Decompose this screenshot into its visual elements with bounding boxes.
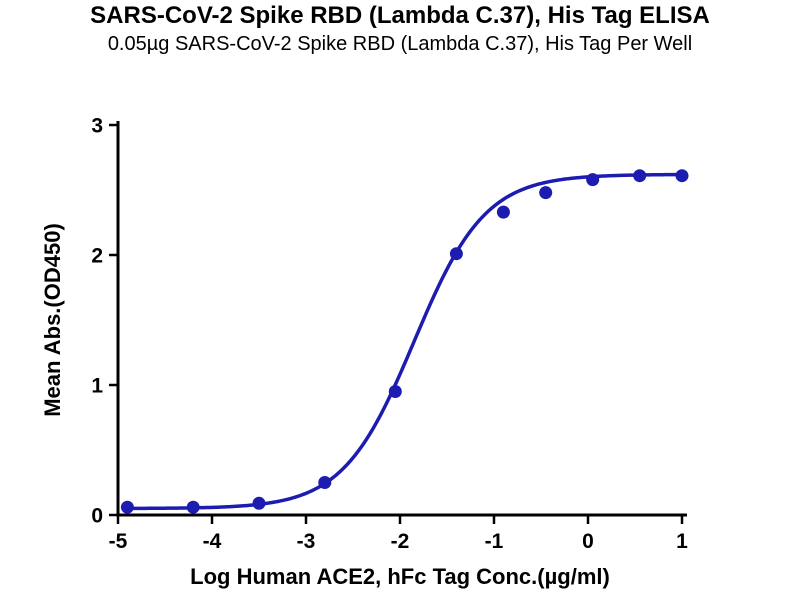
data-point (539, 186, 553, 200)
y-tick-label: 3 (91, 115, 103, 138)
data-point (496, 205, 510, 219)
data-point (186, 500, 200, 514)
plot-generated-layer: -5 -4 -3 -2 -1 0 1 0 1 2 3 (91, 115, 689, 553)
data-point (449, 247, 463, 261)
chart-subtitle: 0.05µg SARS-CoV-2 Spike RBD (Lambda C.37… (107, 33, 693, 55)
x-tick-label: 0 (582, 530, 594, 553)
fit-curve (125, 172, 684, 511)
data-point (586, 173, 600, 187)
x-tick-label: 1 (676, 530, 688, 553)
chart-title: SARS-CoV-2 Spike RBD (Lambda C.37), His … (90, 2, 710, 29)
y-tick-label: 2 (91, 245, 103, 268)
x-tick-label: -5 (109, 530, 128, 553)
x-tick-label: -2 (391, 530, 410, 553)
data-point (120, 500, 134, 514)
y-tick-label: 1 (91, 375, 103, 398)
data-point (633, 169, 647, 183)
data-point (675, 169, 689, 183)
data-point (318, 476, 332, 489)
x-tick-label: -4 (203, 530, 222, 553)
x-tick-label: -3 (297, 530, 316, 553)
y-tick-label: 0 (91, 505, 103, 528)
data-point (252, 496, 266, 510)
y-axis-title: Mean Abs.(OD450) (40, 223, 65, 417)
data-point (388, 385, 402, 398)
x-tick-label: -1 (485, 530, 504, 553)
x-axis-title: Log Human ACE2, hFc Tag Conc.(µg/ml) (190, 564, 610, 589)
